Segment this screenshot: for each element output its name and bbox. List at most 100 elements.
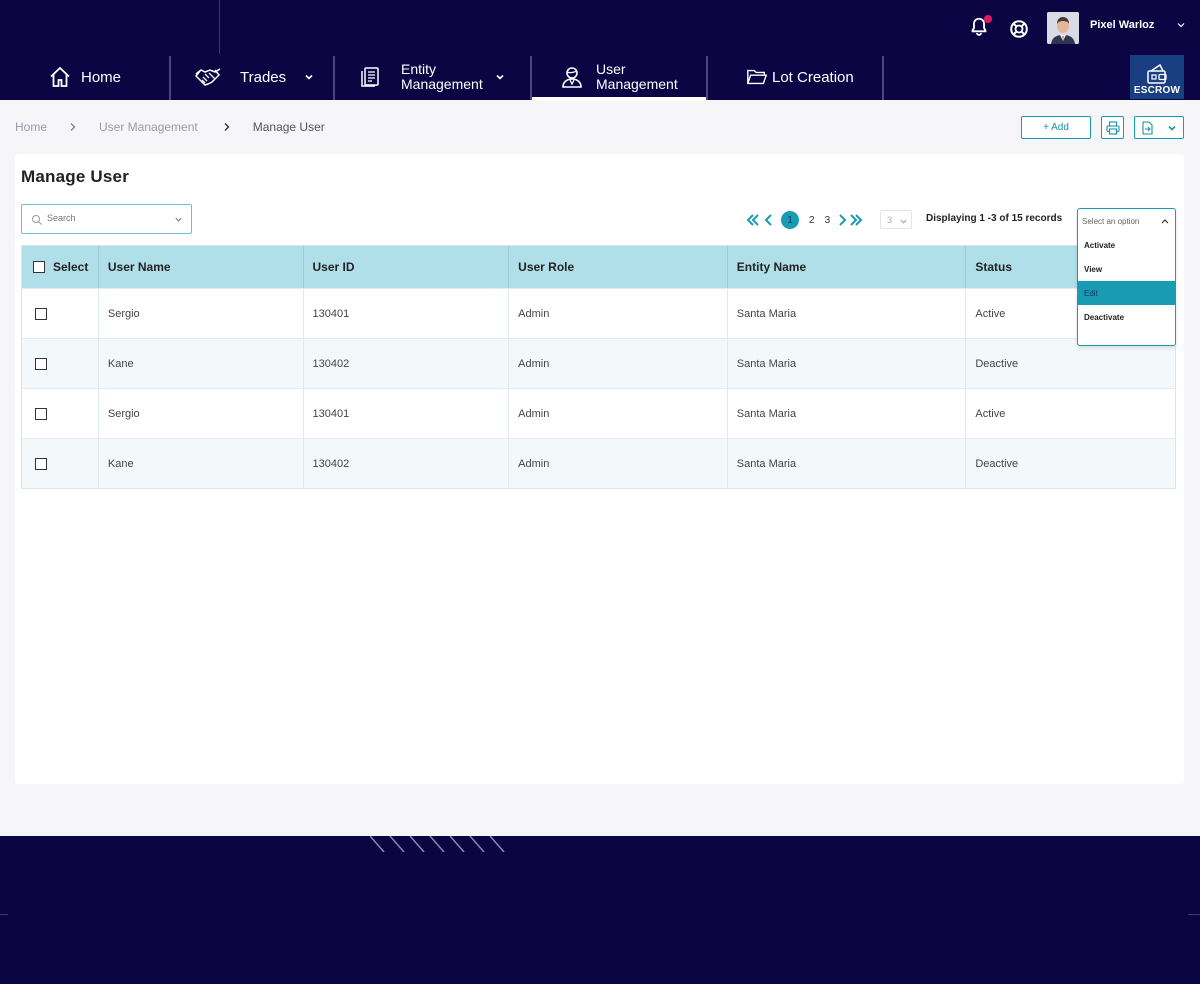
wallet-icon xyxy=(1147,63,1167,84)
chevron-down-icon[interactable] xyxy=(174,215,183,224)
row-checkbox[interactable] xyxy=(35,407,47,420)
row-checkbox[interactable] xyxy=(35,457,47,470)
select-all-checkbox[interactable] xyxy=(33,261,45,273)
cell-user-role: Admin xyxy=(509,439,728,488)
cell-user-name: Kane xyxy=(99,439,304,488)
cell-user-id: 130401 xyxy=(304,289,510,338)
search-icon xyxy=(32,215,42,225)
username[interactable]: Pixel Warloz xyxy=(1090,19,1155,31)
footer xyxy=(0,836,1200,984)
header-select: Select xyxy=(22,246,99,288)
nav-home-label: Home xyxy=(81,68,122,86)
cell-user-name: Sergio xyxy=(99,389,304,438)
escrow-label: ESCROW xyxy=(1133,85,1181,96)
page-1[interactable]: 1 xyxy=(781,211,799,229)
table-row[interactable]: Sergio 130401 Admin Santa Maria Active xyxy=(22,288,1175,338)
avatar[interactable] xyxy=(1047,12,1079,44)
cell-entity-name: Santa Maria xyxy=(728,289,967,338)
table-row[interactable]: Kane 130402 Admin Santa Maria Deactive xyxy=(22,438,1175,488)
decorative-stripes xyxy=(370,836,505,852)
table-header: Select User Name User ID User Role Entit… xyxy=(22,246,1175,288)
escrow-button[interactable]: ESCROW xyxy=(1130,55,1184,99)
home-icon xyxy=(50,66,70,87)
add-button[interactable]: + Add xyxy=(1021,116,1091,139)
folder-icon xyxy=(746,69,768,85)
next-page-icon[interactable] xyxy=(835,213,849,227)
header-user-name[interactable]: User Name xyxy=(99,246,304,288)
prev-page-icon[interactable] xyxy=(762,213,776,227)
action-select-trigger[interactable]: Select an option xyxy=(1078,209,1175,233)
chevron-down-icon xyxy=(496,74,504,80)
nav-lot-label: Lot Creation xyxy=(772,68,854,86)
search-input[interactable] xyxy=(47,213,167,223)
cell-status: Deactive xyxy=(975,357,1019,370)
document-icon xyxy=(361,67,379,87)
option-edit[interactable]: Edit xyxy=(1078,281,1175,305)
nav-entity-label: Entity Management xyxy=(401,61,483,92)
handshake-icon xyxy=(195,68,221,86)
page-title: Manage User xyxy=(21,167,130,186)
print-button[interactable] xyxy=(1101,116,1124,139)
chevron-down-icon[interactable] xyxy=(1176,20,1186,30)
breadcrumb-current: Manage User xyxy=(252,120,325,134)
cell-status: Active xyxy=(975,307,1006,320)
table-row[interactable]: Sergio 130401 Admin Santa Maria Active xyxy=(22,388,1175,438)
first-page-icon[interactable] xyxy=(746,213,760,227)
cell-user-id: 130401 xyxy=(304,389,510,438)
row-checkbox[interactable] xyxy=(35,307,47,320)
per-page-value: 3 xyxy=(887,214,893,225)
top-header: Pixel Warloz Home Trades xyxy=(0,0,1200,100)
nav-home[interactable]: Home xyxy=(0,54,171,100)
chevron-down-icon xyxy=(1168,125,1176,131)
breadcrumb: Home User Management Manage User xyxy=(15,120,325,134)
cell-user-id: 130402 xyxy=(304,439,510,488)
cell-user-role: Admin xyxy=(509,389,728,438)
page-3[interactable]: 3 xyxy=(824,214,831,226)
option-view[interactable]: View xyxy=(1084,264,1103,274)
footer-line-left xyxy=(0,914,8,915)
action-select-placeholder: Select an option xyxy=(1082,216,1140,226)
cell-user-role: Admin xyxy=(509,339,728,388)
user-icon xyxy=(562,67,582,88)
table-row[interactable]: Kane 130402 Admin Santa Maria Deactive xyxy=(22,338,1175,388)
option-activate[interactable]: Activate xyxy=(1084,240,1116,250)
export-file-icon xyxy=(1142,120,1153,135)
bell-icon[interactable] xyxy=(968,16,990,38)
search-box[interactable] xyxy=(21,204,192,234)
row-checkbox[interactable] xyxy=(35,357,47,370)
nav-user-label: User Management xyxy=(596,61,678,92)
header-divider xyxy=(219,0,220,54)
breadcrumb-user-management[interactable]: User Management xyxy=(99,120,198,134)
chevron-down-icon xyxy=(305,74,313,80)
cell-status: Active xyxy=(975,407,1006,420)
cell-entity-name: Santa Maria xyxy=(728,439,967,488)
cell-user-id: 130402 xyxy=(304,339,510,388)
page-2[interactable]: 2 xyxy=(809,214,815,226)
option-deactivate[interactable]: Deactivate xyxy=(1084,312,1125,322)
users-table: Select User Name User ID User Role Entit… xyxy=(21,245,1176,489)
nav-entity-management[interactable]: Entity Management xyxy=(335,54,532,100)
nav-trades[interactable]: Trades xyxy=(171,54,335,100)
header-entity-name[interactable]: Entity Name xyxy=(728,246,967,288)
per-page-select[interactable]: 3 xyxy=(880,210,912,229)
export-button[interactable] xyxy=(1134,116,1184,139)
breadcrumb-home[interactable]: Home xyxy=(15,120,48,134)
cell-entity-name: Santa Maria xyxy=(728,389,967,438)
header-user-role[interactable]: User Role xyxy=(509,246,728,288)
support-icon[interactable] xyxy=(1008,18,1030,40)
main-nav: Home Trades Entity Management xyxy=(0,54,884,100)
action-select[interactable]: Select an option Activate View Edit Deac… xyxy=(1077,208,1176,346)
last-page-icon[interactable] xyxy=(849,213,863,227)
chevron-right-icon xyxy=(224,123,230,131)
nav-lot-creation[interactable]: Lot Creation xyxy=(708,54,884,100)
records-summary: Displaying 1 -3 of 15 records xyxy=(926,213,1063,224)
cell-status: Deactive xyxy=(975,457,1019,470)
chevron-right-icon xyxy=(70,123,76,131)
pagination: 1 2 3 xyxy=(746,211,863,229)
nav-user-management[interactable]: User Management xyxy=(532,54,708,100)
chevron-up-icon xyxy=(1161,219,1169,224)
header-user-id[interactable]: User ID xyxy=(304,246,510,288)
notification-badge xyxy=(984,15,992,23)
header-status[interactable]: Status xyxy=(975,260,1013,274)
printer-icon xyxy=(1105,120,1120,135)
